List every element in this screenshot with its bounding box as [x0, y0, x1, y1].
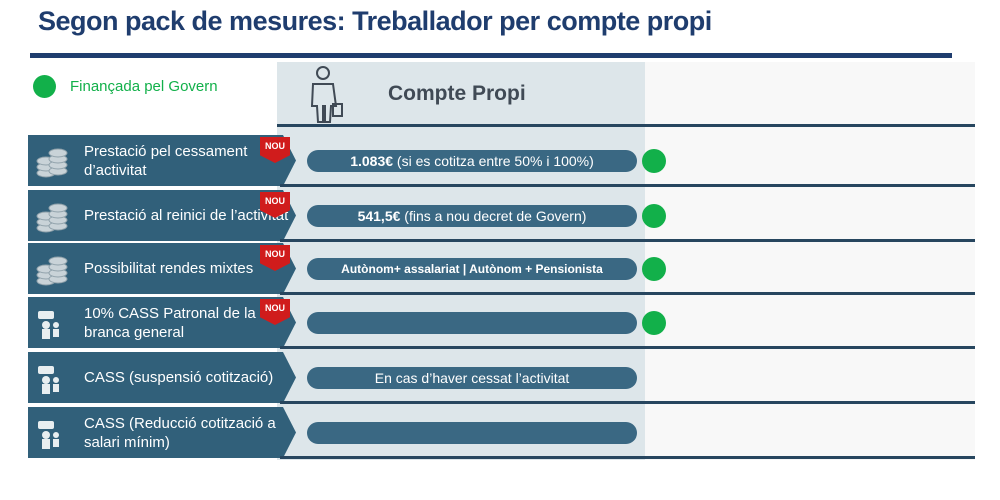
header-line: [277, 124, 975, 127]
row-line: [280, 184, 975, 187]
row-label-box: 10% CASS Patronal de la branca general: [28, 297, 296, 348]
pill-bold: Autònom+ assalariat | Autònom + Pensioni…: [341, 261, 603, 276]
row-label-box: CASS (Reducció cotització a salari mínim…: [28, 407, 296, 458]
legend-label: Finançada pel Govern: [70, 78, 218, 95]
value-pill: Autònom+ assalariat | Autònom + Pensioni…: [307, 257, 637, 280]
row-label: Prestació al reinici de l’activitat: [84, 207, 289, 224]
legend-dot: [33, 75, 56, 98]
row-label-box: Prestació al reinici de l’activitat: [28, 190, 296, 241]
row-icon: [36, 203, 68, 232]
row-line: [280, 239, 975, 242]
row-icon: [38, 420, 59, 449]
row-label: Prestació pel cessament d’activitat: [84, 142, 248, 179]
row-label: 10% CASS Patronal de la branca general: [84, 304, 256, 341]
financed-dot: [642, 256, 666, 281]
row-label: Possibilitat rendes mixtes: [84, 260, 254, 277]
row-icon: [38, 310, 59, 339]
row-icon: [36, 256, 68, 285]
pill-text: En cas d’haver cessat l’activitat: [374, 369, 570, 386]
right-panel: [645, 62, 975, 460]
pill-text: (fins a nou decret de Govern): [404, 207, 587, 224]
row-label-box: CASS (suspensió cotització): [28, 352, 296, 403]
financed-dot: [642, 148, 666, 173]
value-pill: [307, 311, 637, 334]
pill-text: (si es cotitza entre 50% i 100%): [396, 152, 594, 169]
value-pill: 1.083€ (si es cotitza entre 50% i 100%): [307, 149, 637, 172]
column-header: Compte Propi: [388, 82, 526, 105]
row-line: [280, 292, 975, 295]
row-icon: [36, 148, 68, 177]
row-label: CASS (Reducció cotització a salari mínim…: [84, 414, 276, 451]
value-pill: [307, 421, 637, 444]
row-label-box: Possibilitat rendes mixtes: [28, 243, 296, 294]
financed-dot: [642, 310, 666, 335]
row-line: [280, 346, 975, 349]
title-rule: [30, 53, 952, 58]
row-label-box: Prestació pel cessament d’activitat: [28, 135, 296, 186]
person-icon: [310, 66, 343, 123]
row-line: [280, 401, 975, 404]
row-label: CASS (suspensió cotització): [84, 369, 274, 386]
title: Segon pack de mesures: Treballador per c…: [38, 6, 712, 36]
value-pill: 541,5€ (fins a nou decret de Govern): [307, 204, 637, 227]
pill-bold: 1.083€: [350, 152, 394, 169]
row-icon: [38, 365, 59, 394]
row-line: [280, 456, 975, 459]
financed-dot: [642, 203, 666, 228]
pill-bold: 541,5€: [357, 207, 401, 224]
value-pill: En cas d’haver cessat l’activitat: [307, 366, 637, 389]
